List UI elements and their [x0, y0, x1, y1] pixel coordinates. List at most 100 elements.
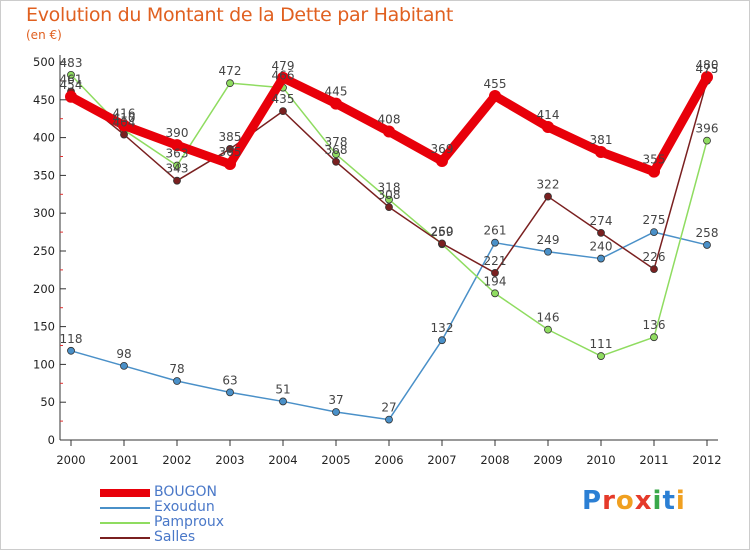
data-point — [65, 90, 77, 103]
data-label: 132 — [431, 321, 454, 335]
data-label: 454 — [60, 78, 83, 92]
data-point — [544, 325, 552, 334]
data-label: 455 — [484, 77, 507, 91]
data-label: 368 — [325, 143, 348, 157]
data-label: 37 — [328, 393, 343, 407]
data-label: 261 — [484, 224, 507, 238]
data-label: 221 — [484, 254, 507, 268]
data-label: 404 — [113, 116, 136, 130]
x-tick-label: 2000 — [56, 453, 85, 467]
data-label: 78 — [169, 362, 184, 376]
data-point — [597, 352, 605, 360]
data-point — [544, 192, 552, 201]
data-label: 249 — [537, 233, 560, 247]
data-point — [277, 71, 289, 84]
data-label: 396 — [696, 122, 719, 136]
y-tick-label: 450 — [33, 93, 55, 107]
y-tick-label: 100 — [33, 357, 55, 371]
data-label: 363 — [166, 147, 189, 161]
data-point — [438, 239, 446, 248]
y-tick-label: 50 — [40, 395, 55, 409]
data-label: 385 — [219, 130, 242, 144]
x-tick-label: 2004 — [268, 453, 297, 467]
legend-label: Exoudun — [154, 499, 215, 515]
x-tick-label: 2006 — [374, 453, 403, 467]
y-tick-label: 500 — [33, 55, 55, 69]
y-tick-label: 300 — [33, 206, 55, 220]
series-line-exoudun — [70, 231, 708, 421]
data-label: 27 — [381, 401, 396, 415]
data-point — [701, 71, 713, 84]
x-tick-label: 2003 — [215, 453, 244, 467]
data-point — [491, 238, 499, 247]
data-point — [489, 90, 501, 103]
data-point — [120, 130, 128, 139]
y-tick-label: 150 — [33, 320, 55, 334]
data-label: 414 — [537, 108, 560, 122]
data-label: 258 — [696, 226, 719, 240]
logo-letter: t — [662, 486, 676, 516]
data-label: 435 — [272, 92, 295, 106]
logo-letter: x — [634, 486, 653, 516]
logo-letter: P — [582, 486, 603, 516]
x-tick-label: 2007 — [427, 453, 456, 467]
data-label: 408 — [378, 113, 401, 127]
data-label: 461 — [60, 72, 83, 86]
legend-swatch — [100, 537, 150, 539]
data-point — [226, 145, 234, 153]
data-label: 274 — [590, 214, 613, 228]
data-label: 483 — [60, 56, 83, 70]
data-point — [385, 415, 393, 424]
data-label: 445 — [325, 85, 348, 99]
data-label: 259 — [431, 225, 454, 239]
legend-label: Pamproux — [154, 514, 225, 530]
x-tick-label: 2008 — [480, 453, 509, 467]
data-label: 194 — [484, 274, 507, 288]
data-point — [491, 269, 499, 277]
x-tick-label: 2010 — [586, 453, 615, 467]
chart-subtitle: (en €) — [26, 28, 62, 42]
data-point — [542, 121, 554, 134]
data-label: 51 — [275, 382, 290, 396]
data-point — [332, 150, 340, 159]
data-point — [173, 161, 181, 170]
data-point — [597, 254, 605, 263]
data-label: 111 — [590, 337, 613, 351]
x-tick-label: 2005 — [321, 453, 350, 467]
data-point — [597, 228, 605, 237]
data-point — [385, 195, 393, 204]
chart-title: Evolution du Montant de la Dette par Hab… — [26, 4, 454, 26]
data-label: 378 — [325, 135, 348, 149]
data-label: 118 — [60, 332, 83, 346]
data-point — [330, 97, 342, 110]
data-point — [648, 165, 660, 178]
data-label: 381 — [590, 133, 613, 147]
y-tick-label: 350 — [33, 168, 55, 182]
data-point — [650, 265, 658, 274]
data-label: 480 — [696, 58, 719, 72]
data-point — [120, 362, 128, 370]
data-label: 146 — [537, 311, 560, 325]
legend-swatch — [100, 489, 150, 497]
data-point — [67, 70, 75, 79]
data-label: 466 — [272, 69, 295, 83]
legend-label: Salles — [154, 529, 196, 545]
data-label: 475 — [696, 62, 719, 76]
data-point — [279, 397, 287, 406]
data-point — [595, 145, 607, 158]
y-tick-label: 200 — [33, 282, 55, 296]
data-point — [226, 79, 234, 88]
data-label: 369 — [431, 142, 454, 156]
data-label: 355 — [643, 153, 666, 167]
data-point — [67, 346, 75, 355]
data-label: 98 — [116, 347, 131, 361]
data-label: 308 — [378, 188, 401, 202]
data-label: 240 — [590, 240, 613, 254]
data-label: 318 — [378, 181, 401, 195]
data-point — [279, 107, 287, 116]
data-point — [173, 377, 181, 385]
y-tick-label: 0 — [48, 433, 55, 447]
data-point — [703, 241, 711, 249]
